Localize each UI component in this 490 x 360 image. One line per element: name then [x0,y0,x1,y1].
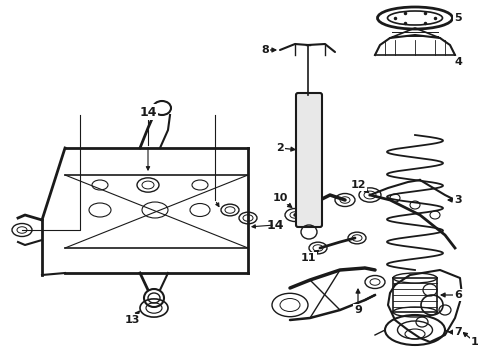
Text: 7: 7 [454,327,462,337]
Text: 4: 4 [454,57,462,67]
Text: 13: 13 [124,315,140,325]
Text: 12: 12 [350,180,366,190]
Text: 2: 2 [276,143,284,153]
Text: 14: 14 [266,219,284,231]
Text: 14: 14 [139,105,157,118]
Text: 10: 10 [272,193,288,203]
Text: 8: 8 [261,45,269,55]
FancyBboxPatch shape [296,93,322,227]
Text: 6: 6 [454,290,462,300]
Text: 11: 11 [300,253,316,263]
Text: 9: 9 [354,305,362,315]
Text: 3: 3 [454,195,462,205]
Text: 1: 1 [471,337,479,347]
Text: 5: 5 [454,13,462,23]
